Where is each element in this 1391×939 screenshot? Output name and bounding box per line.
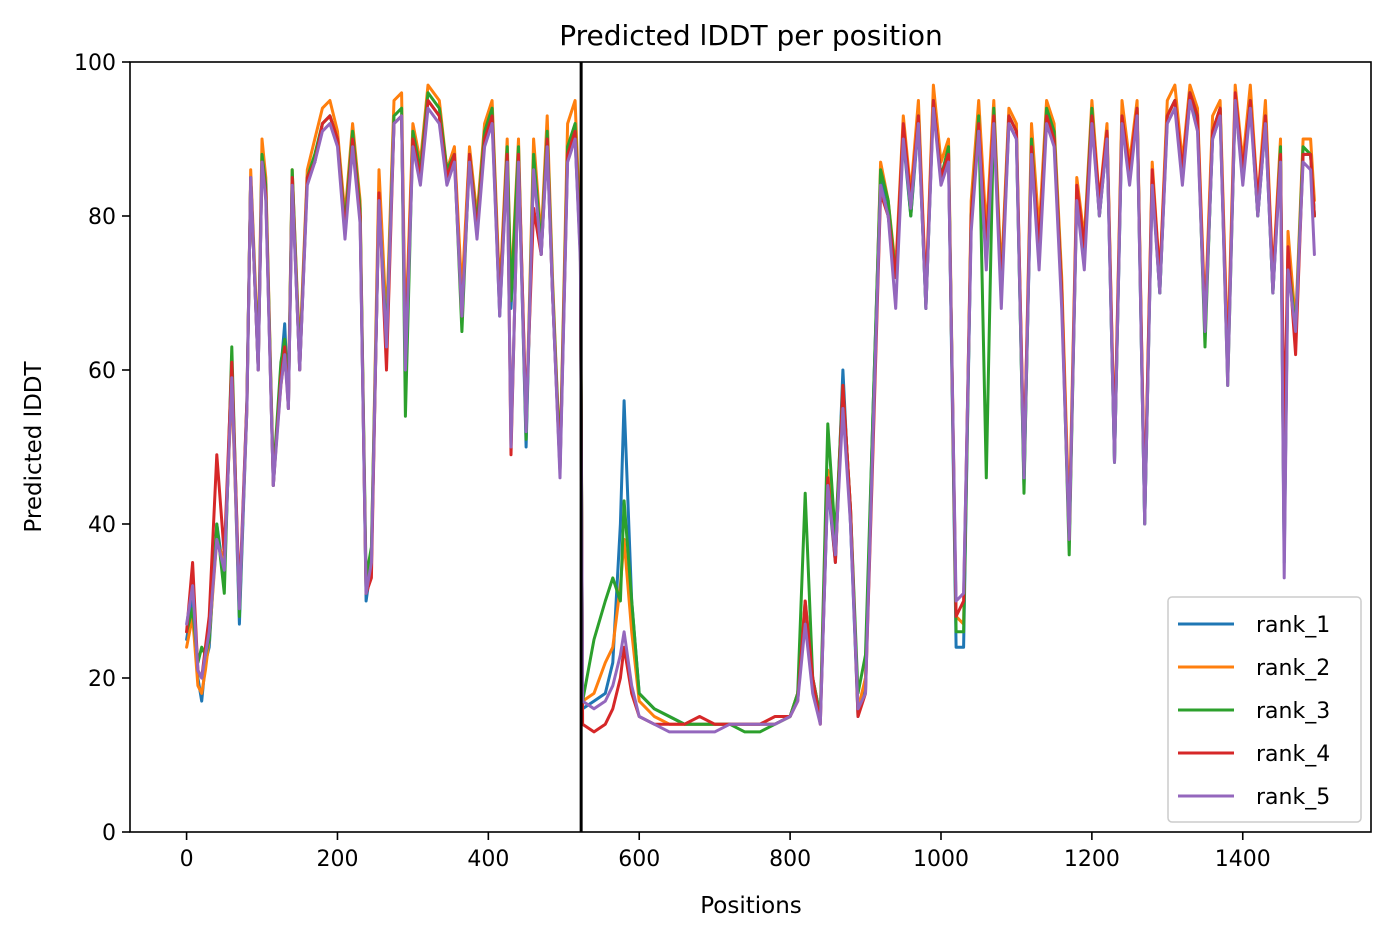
x-tick-label: 1400 (1215, 847, 1271, 872)
series-layer (185, 83, 1316, 734)
plot-frame (129, 61, 1372, 833)
x-tick-label: 400 (467, 847, 509, 872)
x-tick-label: 1200 (1064, 847, 1120, 872)
y-tick-label: 100 (74, 51, 116, 76)
legend: rank_1 rank_2 rank_3 rank_4 rank_5 (1167, 596, 1362, 823)
x-axis-ticks: 0 200 400 600 800 1000 1200 1400 (180, 832, 1271, 872)
x-tick-label: 800 (769, 847, 811, 872)
y-tick-label: 20 (88, 667, 116, 692)
y-axis-label: Predicted lDDT (21, 360, 47, 532)
y-tick-label: 0 (102, 821, 116, 846)
x-axis-label: Positions (700, 893, 802, 919)
series-line-rank-5 (185, 99, 1316, 734)
x-tick-label: 600 (618, 847, 660, 872)
legend-label: rank_4 (1256, 742, 1330, 767)
legend-label: rank_3 (1256, 699, 1330, 724)
y-tick-label: 60 (88, 359, 116, 384)
y-tick-label: 40 (88, 513, 116, 538)
legend-label: rank_1 (1256, 613, 1330, 638)
x-tick-label: 1000 (913, 847, 969, 872)
y-tick-label: 80 (88, 205, 116, 230)
chart-title: Predicted lDDT per position (559, 19, 943, 52)
legend-box (1167, 596, 1362, 823)
x-tick-label: 200 (316, 847, 358, 872)
x-tick-label: 0 (180, 847, 194, 872)
y-axis-ticks: 0 20 40 60 80 100 (74, 51, 130, 846)
legend-label: rank_2 (1256, 656, 1330, 681)
legend-label: rank_5 (1256, 785, 1330, 810)
